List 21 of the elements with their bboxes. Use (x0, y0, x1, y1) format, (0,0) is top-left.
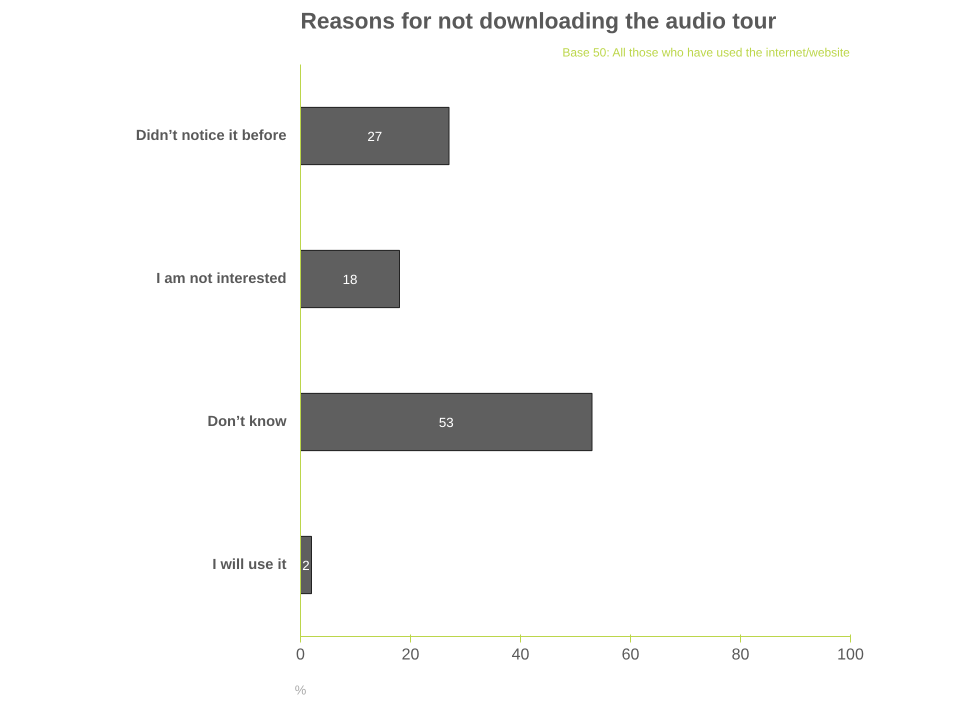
x-tick-label: 20 (402, 646, 420, 664)
data-label: 53 (438, 415, 454, 430)
x-tick-label: 0 (296, 646, 306, 664)
bar (300, 536, 312, 594)
y-tick-label: Didn’t notice it before (136, 128, 287, 144)
y-tick-label: I am not interested (156, 271, 287, 287)
data-label: 2 (302, 558, 310, 573)
bar (300, 250, 400, 308)
y-tick-label: I will use it (212, 557, 287, 573)
x-axis-title: % (294, 682, 307, 698)
chart-title: Reasons for not downloading the audio tour (300, 8, 776, 34)
y-tick-label: Don’t know (208, 414, 288, 430)
data-label: 27 (367, 129, 382, 144)
bar (300, 106, 450, 166)
x-tick-label: 100 (837, 646, 864, 664)
x-tick-label: 40 (512, 646, 530, 664)
x-tick-label: 80 (732, 646, 750, 664)
text: Base 50: All those who have used the internet/website (562, 46, 850, 60)
bar (300, 392, 592, 452)
x-tick-label: 60 (622, 646, 640, 664)
data-label: 18 (342, 272, 358, 287)
